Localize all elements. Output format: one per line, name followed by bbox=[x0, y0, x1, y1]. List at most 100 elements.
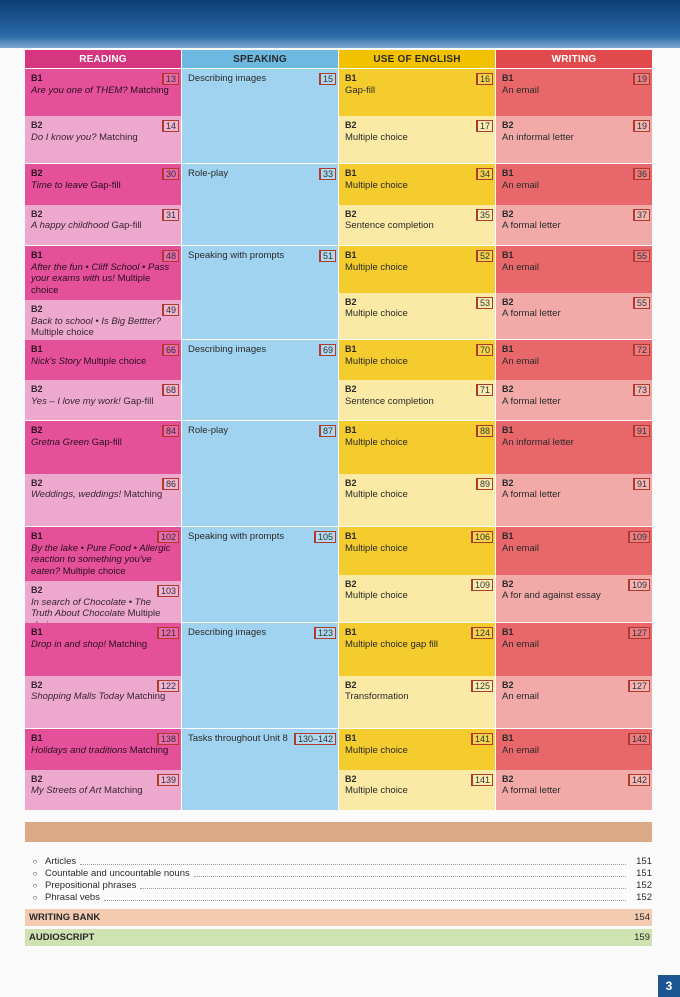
writing-entry[interactable]: B2 A formal letter 55 bbox=[496, 292, 652, 339]
use-entry[interactable]: B2 Multiple choice 109 bbox=[339, 574, 495, 622]
writing-bank-row[interactable]: WRITING BANK 154 bbox=[25, 909, 652, 926]
speaking-task: Role-play bbox=[188, 425, 229, 436]
reading-entry[interactable]: B1 Holidays and traditions Matching 138 bbox=[25, 729, 181, 770]
grammar-page: 151 bbox=[636, 856, 652, 867]
level-label: B1 bbox=[31, 531, 43, 541]
writing-entry[interactable]: B1 An email 142 bbox=[496, 729, 652, 770]
writing-entry[interactable]: B2 A formal letter 37 bbox=[496, 204, 652, 245]
grammar-item[interactable]: ○ Countable and uncountable nouns 151 bbox=[25, 868, 652, 880]
page-ref: 16 bbox=[475, 73, 493, 85]
level-label: B2 bbox=[502, 120, 514, 130]
header-writing: WRITING bbox=[496, 50, 652, 68]
page-ref: 35 bbox=[475, 208, 493, 221]
speaking-entry[interactable]: Role-play 87 bbox=[182, 421, 338, 526]
writing-entry[interactable]: B2 A formal letter 142 bbox=[496, 769, 652, 810]
use-entry[interactable]: B1 Multiple choice 106 bbox=[339, 527, 495, 575]
page-ref: 30 bbox=[161, 168, 179, 180]
use-entry[interactable]: B1 Multiple choice gap fill 124 bbox=[339, 623, 495, 676]
writing-task: A formal letter bbox=[502, 308, 561, 319]
reading-entry[interactable]: B1 By the lake • Pure Food • Allergic rea… bbox=[25, 527, 181, 581]
grammar-item[interactable]: ○ Articles 151 bbox=[25, 856, 652, 868]
reading-column-unit-2: B2 Time to leave Gap-fill 30 B2 A happy chil… bbox=[25, 163, 182, 245]
speaking-entry[interactable]: Describing images 15 bbox=[182, 69, 338, 163]
header-use-of-english: USE OF ENGLISH bbox=[339, 50, 496, 68]
audioscript-row[interactable]: AUDIOSCRIPT 159 bbox=[25, 929, 652, 946]
task-type: Matching bbox=[101, 785, 143, 796]
reading-entry[interactable]: B1 Are you one of THEM? Matching 13 bbox=[25, 69, 181, 116]
reading-entry[interactable]: B2 A happy childhood Gap-fill 31 bbox=[25, 204, 181, 245]
page-ref: 19 bbox=[632, 120, 650, 132]
use-entry[interactable]: B2 Sentence completion 71 bbox=[339, 380, 495, 420]
writing-entry[interactable]: B1 An email 19 bbox=[496, 69, 652, 116]
use-entry[interactable]: B2 Sentence completion 35 bbox=[339, 204, 495, 245]
page-ref: 15 bbox=[318, 73, 336, 85]
writing-entry[interactable]: B1 An email 36 bbox=[496, 164, 652, 205]
reading-title: Nick's Story bbox=[31, 355, 81, 367]
writing-entry[interactable]: B1 An email 109 bbox=[496, 527, 652, 575]
task-type: Matching bbox=[127, 84, 169, 96]
writing-entry[interactable]: B2 A formal letter 73 bbox=[496, 380, 652, 420]
writing-entry[interactable]: B1 An email 55 bbox=[496, 246, 652, 293]
speaking-column-unit-6: Speaking with prompts 105 bbox=[182, 526, 339, 622]
page-ref: 138 bbox=[156, 733, 179, 745]
grammar-label: Prepositional phrases bbox=[45, 880, 137, 891]
reading-entry[interactable]: B1 Nick's Story Multiple choice 66 bbox=[25, 340, 181, 380]
reading-title: In search of Chocolate • The Truth About… bbox=[31, 596, 152, 620]
use-entry[interactable]: B1 Multiple choice 141 bbox=[339, 729, 495, 770]
writing-entry[interactable]: B2 A formal letter 91 bbox=[496, 473, 652, 526]
use-entry[interactable]: B1 Multiple choice 52 bbox=[339, 246, 495, 293]
task-type: Gap-fill bbox=[120, 395, 154, 407]
writing-entry[interactable]: B1 An informal letter 91 bbox=[496, 421, 652, 474]
reading-title: Gretna Green bbox=[31, 436, 90, 448]
use-entry[interactable]: B2 Transformation 125 bbox=[339, 675, 495, 728]
reading-entry[interactable]: B2 Shopping Malls Today Matching 122 bbox=[25, 675, 181, 728]
reading-entry[interactable]: B2 Back to school • Is Big Bettter? Multi… bbox=[25, 300, 181, 343]
writing-entry[interactable]: B1 An email 72 bbox=[496, 340, 652, 380]
reading-entry[interactable]: B2 Gretna Green Gap-fill 84 bbox=[25, 421, 181, 474]
writing-task: A formal letter bbox=[502, 785, 561, 796]
speaking-entry[interactable]: Role-play 33 bbox=[182, 164, 338, 245]
speaking-entry[interactable]: Speaking with prompts 51 bbox=[182, 246, 338, 339]
use-entry[interactable]: B2 Multiple choice 89 bbox=[339, 473, 495, 526]
use-entry[interactable]: B1 Gap-fill 16 bbox=[339, 69, 495, 116]
speaking-entry[interactable]: Tasks throughout Unit 8 130–142 bbox=[182, 729, 338, 810]
writing-column-unit-3: B1 An email 55 B2 A formal letter 55 bbox=[496, 245, 652, 339]
use-task: Multiple choice bbox=[345, 590, 408, 601]
grammar-list: ○ Articles 151 ○ Countable and uncountable n… bbox=[25, 856, 652, 904]
use-entry[interactable]: B1 Multiple choice 70 bbox=[339, 340, 495, 380]
use-column-unit-2: B1 Multiple choice 34 B2 Sentence completion… bbox=[339, 163, 496, 245]
reading-entry[interactable]: B2 Time to leave Gap-fill 30 bbox=[25, 164, 181, 205]
reading-entry[interactable]: B1 After the fun • Cliff School • Pass yo… bbox=[25, 246, 181, 300]
page-ref: 69 bbox=[318, 344, 336, 356]
use-entry[interactable]: B1 Multiple choice 88 bbox=[339, 421, 495, 474]
speaking-entry[interactable]: Describing images 69 bbox=[182, 340, 338, 420]
use-entry[interactable]: B2 Multiple choice 53 bbox=[339, 292, 495, 339]
writing-entry[interactable]: B2 An email 127 bbox=[496, 675, 652, 728]
task-type: Multiple choice bbox=[31, 327, 94, 338]
use-entry[interactable]: B1 Multiple choice 34 bbox=[339, 164, 495, 205]
writing-entry[interactable]: B2 A for and against essay 109 bbox=[496, 574, 652, 622]
page-ref: 141 bbox=[470, 773, 493, 786]
reading-entry[interactable]: B2 Do I know you? Matching 14 bbox=[25, 116, 181, 163]
reading-entry[interactable]: B2 Weddings, weddings! Matching 86 bbox=[25, 473, 181, 526]
reading-title: Drop in and shop! bbox=[31, 638, 106, 650]
reading-title: Do I know you? bbox=[31, 131, 97, 143]
page-ref: 124 bbox=[470, 627, 493, 639]
grammar-item[interactable]: ○ Prepositional phrases 152 bbox=[25, 880, 652, 892]
grammar-label: Articles bbox=[45, 856, 77, 867]
reading-entry[interactable]: B2 My Streets of Art Matching 139 bbox=[25, 769, 181, 810]
use-entry[interactable]: B2 Multiple choice 141 bbox=[339, 769, 495, 810]
bullet-icon: ○ bbox=[32, 893, 38, 902]
level-label: B1 bbox=[502, 733, 514, 743]
reading-entry[interactable]: B2 Yes – I love my work! Gap-fill 68 bbox=[25, 380, 181, 420]
reading-entry[interactable]: B1 Drop in and shop! Matching 121 bbox=[25, 623, 181, 676]
speaking-column-unit-3: Speaking with prompts 51 bbox=[182, 245, 339, 339]
grammar-item[interactable]: ○ Phrasal vebs 152 bbox=[25, 892, 652, 904]
writing-entry[interactable]: B2 An informal letter 19 bbox=[496, 116, 652, 163]
speaking-entry[interactable]: Describing images 123 bbox=[182, 623, 338, 728]
use-column-unit-8: B1 Multiple choice 141 B2 Multiple choice 141 bbox=[339, 728, 496, 810]
use-entry[interactable]: B2 Multiple choice 17 bbox=[339, 116, 495, 163]
writing-entry[interactable]: B1 An email 127 bbox=[496, 623, 652, 676]
level-label: B2 bbox=[345, 578, 357, 589]
speaking-entry[interactable]: Speaking with prompts 105 bbox=[182, 527, 338, 622]
